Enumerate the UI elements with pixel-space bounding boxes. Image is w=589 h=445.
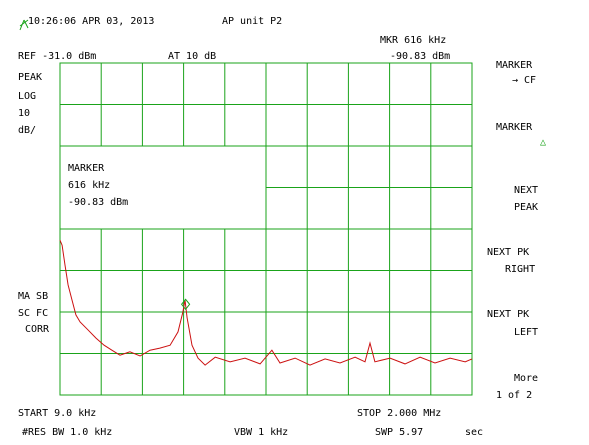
rbw: #RES BW 1.0 kHz — [22, 427, 112, 438]
start-freq: START 9.0 kHz — [18, 408, 96, 419]
marker-diamond — [180, 298, 191, 311]
left-label: SC FC — [18, 308, 48, 319]
softkey-label[interactable]: NEXT PK — [487, 247, 529, 258]
softkey-label[interactable]: MARKER — [496, 122, 533, 133]
marker-level: -90.83 dBm — [390, 51, 450, 62]
marker-box-level: -90.83 dBm — [68, 197, 128, 208]
softkey-label[interactable]: PEAK — [514, 202, 538, 213]
softkey-label[interactable]: △ — [540, 137, 546, 148]
timestamp: 10:26:06 APR 03, 2013 — [28, 16, 154, 27]
left-label: PEAK — [18, 72, 42, 83]
softkey-label[interactable]: MARKER — [496, 60, 533, 71]
left-label: CORR — [25, 324, 50, 335]
trace-layer — [59, 240, 473, 366]
marker-box-title: MARKER — [68, 163, 105, 174]
softkey-label[interactable]: NEXT — [514, 185, 538, 196]
vbw: VBW 1 kHz — [234, 427, 288, 438]
softkey-label[interactable]: NEXT PK — [487, 309, 529, 320]
stop-freq: STOP 2.000 MHz — [357, 408, 441, 419]
left-label: dB/ — [18, 125, 36, 136]
logo — [19, 19, 29, 31]
softkey-label[interactable]: More — [514, 373, 538, 384]
left-label: LOG — [18, 91, 36, 102]
left-label: MA SB — [18, 291, 48, 302]
softkey-label[interactable]: RIGHT — [505, 264, 535, 275]
softkey-label[interactable]: 1 of 2 — [496, 390, 532, 401]
marker-box-freq: 616 kHz — [68, 180, 110, 191]
sweep: SWP 5.97 — [375, 427, 423, 438]
ref-level: REF -31.0 dBm — [18, 51, 96, 62]
softkey-label[interactable]: → CF — [512, 75, 536, 86]
trace-line — [59, 240, 473, 366]
sweep-unit: sec — [465, 427, 483, 438]
softkey-label[interactable]: LEFT — [514, 327, 538, 338]
softkeys: MARKER → CF MARKER △ NEXT PEAK NEXT PK RIGHT NEX… — [487, 60, 546, 401]
left-label: 10 — [18, 108, 30, 119]
attenuation: AT 10 dB — [168, 51, 216, 62]
title: AP unit P2 — [222, 16, 282, 27]
marker-readout: MKR 616 kHz — [380, 35, 446, 46]
graticule: MARKER 616 kHz -90.83 dBm — [59, 62, 473, 396]
